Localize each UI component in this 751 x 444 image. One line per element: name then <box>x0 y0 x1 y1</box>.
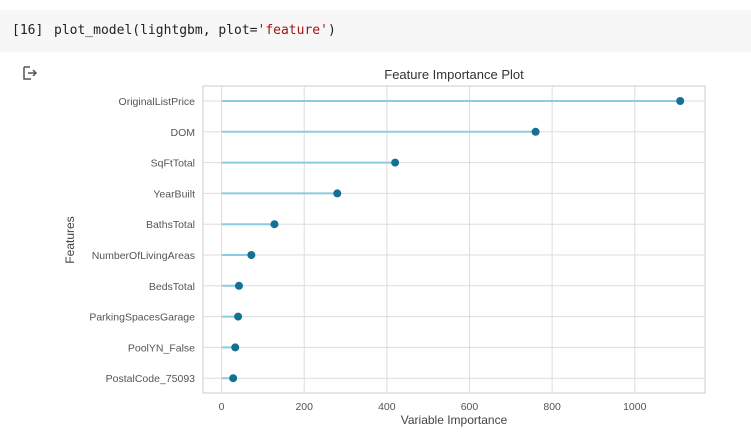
y-tick-label: DOM <box>171 127 196 139</box>
y-tick-label: OriginalListPrice <box>119 96 196 108</box>
x-tick-label: 200 <box>295 401 313 413</box>
output-arrow-icon[interactable] <box>22 66 38 80</box>
code-string-literal: 'feature' <box>257 23 328 38</box>
lollipop-marker <box>391 158 400 167</box>
x-tick-label: 600 <box>461 401 479 413</box>
x-tick-label: 400 <box>378 401 396 413</box>
cell-prompt: [16] <box>12 23 44 38</box>
y-tick-label: BedsTotal <box>149 281 195 293</box>
lollipop-marker <box>247 251 256 259</box>
y-tick-label: BathsTotal <box>146 219 195 231</box>
x-tick-label: 800 <box>543 401 561 413</box>
x-axis-label: Variable Importance <box>401 413 508 427</box>
y-tick-label: PoolYN_False <box>128 342 195 354</box>
y-tick-label: ParkingSpacesGarage <box>89 312 195 324</box>
lollipop-marker <box>333 189 342 198</box>
y-tick-labels: OriginalListPrice DOM SqFtTotal YearBuilt Ba… <box>89 96 195 385</box>
chart-marks <box>221 97 685 383</box>
code-cell[interactable]: [16] plot_model(lightgbm, plot='feature'… <box>0 10 751 52</box>
code-text-before: plot_model(lightgbm, plot= <box>54 23 258 38</box>
code-text-after: ) <box>327 23 336 38</box>
lollipop-marker <box>531 127 540 136</box>
y-tick-label: NumberOfLivingAreas <box>92 250 195 262</box>
x-tick-label: 1000 <box>623 401 647 413</box>
lollipop-marker <box>234 312 243 321</box>
x-tick-labels: 0 200 400 600 800 1000 <box>219 401 647 413</box>
lollipop-marker <box>270 220 279 229</box>
y-tick-label: YearBuilt <box>153 188 195 200</box>
lollipop-marker <box>229 374 238 383</box>
lollipop-marker <box>234 281 243 290</box>
chart-title: Feature Importance Plot <box>384 67 524 82</box>
y-tick-label: SqFtTotal <box>151 158 195 170</box>
plot-area-frame <box>202 85 706 394</box>
lollipop-marker <box>676 97 685 105</box>
y-axis-label: Features <box>63 216 77 263</box>
cell-code[interactable]: plot_model(lightgbm, plot='feature') <box>54 23 336 38</box>
y-tick-label: PostalCode_75093 <box>106 373 195 385</box>
lollipop-marker <box>231 343 240 352</box>
x-tick-label: 0 <box>219 401 225 413</box>
